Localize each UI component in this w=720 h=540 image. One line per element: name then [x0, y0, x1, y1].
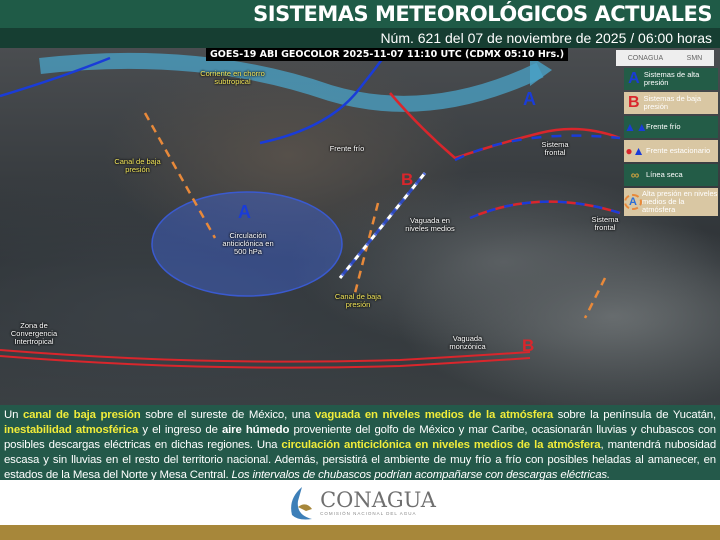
legend-label: Frente estacionario: [646, 146, 711, 155]
conagua-name: CONAGUA: [320, 488, 436, 512]
conagua-logo: CONAGUA: [627, 54, 664, 62]
label-monzonica: Vaguada monzónica: [449, 334, 486, 351]
weather-map: GOES-19 ABI GEOCOLOR 2025-11-07 11:10 UT…: [0, 48, 720, 405]
legend-mid-high: A Alta presión en niveles medios de la at…: [624, 188, 718, 216]
trough-canal-1: [143, 112, 217, 239]
conagua-subtitle: COMISIÓN NACIONAL DEL AGUA: [320, 511, 417, 516]
label-circulacion: Circulación anticiclónica en 500 hPa: [222, 231, 274, 256]
cold-front-icon: ▲▲: [624, 120, 648, 134]
forecast-description: Un canal de baja presión sobre el surest…: [0, 405, 720, 481]
legend-dry-line: ∞ Línea seca: [624, 164, 718, 186]
high-pressure-icon: A: [628, 70, 640, 87]
label-vaguada: Vaguada en niveles medios: [405, 216, 455, 233]
dry-line-icon: ∞: [630, 168, 640, 182]
page-title: SISTEMAS METEOROLÓGICOS ACTUALES: [0, 0, 720, 28]
label-frontal-1: Sistema frontal: [541, 140, 569, 157]
map-legend: A Sistemas de alta presión B Sistemas de b…: [624, 68, 718, 218]
jet-stream: [39, 52, 544, 112]
conagua-logo-icon: [291, 486, 313, 519]
legend-label: Línea seca: [646, 170, 683, 179]
low-pressure-icon: B: [627, 94, 640, 111]
legend-label: Alta presión en niveles medios de la atm…: [641, 189, 718, 214]
stationary-front-icon: ●▲: [625, 144, 645, 158]
legend-low: B Sistemas de baja presión: [624, 92, 718, 114]
anticyclone-circulation: [151, 191, 343, 297]
trough-vaguada: [338, 172, 427, 279]
map-overlay: [0, 48, 621, 369]
label-canal-1: Canal de baja presión: [114, 157, 161, 174]
bulletin-number: Núm. 621 del 07 de noviembre de 2025 / 0…: [0, 28, 720, 48]
label-canal-2: Canal de baja presión: [334, 292, 382, 309]
itcz-2: [0, 355, 531, 369]
trough-vaguada-blue: [338, 172, 427, 279]
label-frontal-2: Sistema frontal: [591, 215, 619, 232]
cold-front-2: [454, 134, 621, 162]
trough-canal-2: [353, 202, 380, 294]
mid-level-high-icon: A: [624, 194, 642, 210]
low-pressure-gulf: B: [401, 170, 414, 189]
legend-high: A Sistemas de alta presión: [624, 68, 718, 90]
itcz: [0, 349, 531, 363]
satellite-caption: GOES-19 ABI GEOCOLOR 2025-11-07 11:10 UT…: [206, 48, 569, 61]
footer-bar: [0, 525, 720, 540]
stationary-front-2b: [469, 200, 621, 220]
high-pressure-mid: A: [238, 202, 251, 222]
legend-label: Sistemas de alta presión: [643, 70, 700, 87]
trough-east: [583, 277, 607, 319]
label-jet: Corriente en chorro subtropical: [200, 69, 265, 86]
legend-label: Frente frío: [646, 122, 681, 131]
smn-logo: SMN: [686, 54, 703, 62]
footer: CONAGUA COMISIÓN NACIONAL DEL AGUA: [0, 480, 720, 525]
label-zci: Zona de Convergencia Intertropical: [10, 321, 58, 346]
high-pressure-gulf: A: [523, 89, 536, 109]
legend-cold-front: ▲▲ Frente frío: [624, 116, 718, 138]
legend-stationary-front: ●▲ Frente estacionario: [624, 140, 718, 162]
jet-arrow: [530, 56, 552, 86]
label-frente-frio: Frente frío: [329, 144, 365, 153]
legend-label: Sistemas de baja presión: [643, 94, 702, 111]
partner-logos: CONAGUA SMN: [616, 50, 714, 66]
low-pressure-pacific: B: [522, 336, 535, 355]
cold-front-west: [0, 56, 111, 98]
